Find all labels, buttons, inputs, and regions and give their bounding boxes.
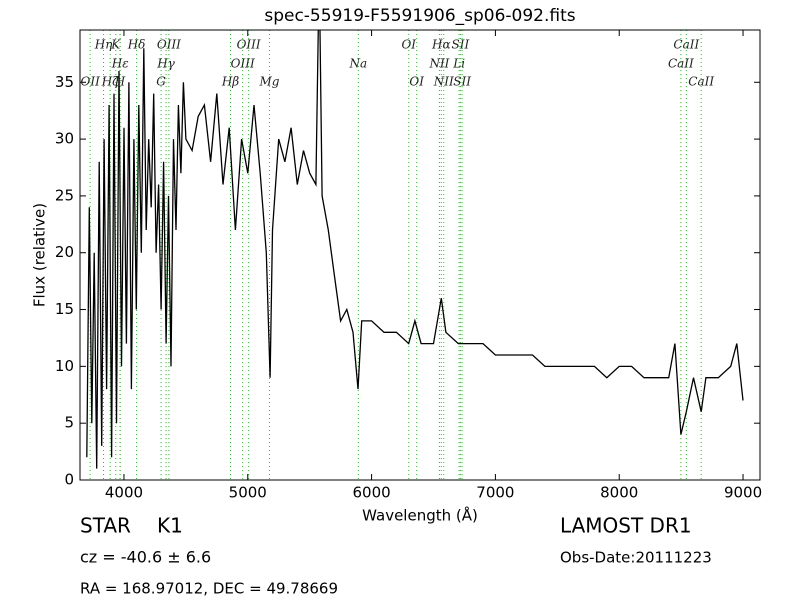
- spectral-line-label: K: [110, 38, 121, 52]
- spectral-line-label: OIII: [231, 57, 255, 71]
- spectral-line-label: Hζ: [101, 75, 120, 89]
- spectral-line-label: OI: [401, 38, 416, 52]
- x-tick-label: 4000: [105, 484, 143, 502]
- y-tick-label: 10: [55, 357, 74, 375]
- spectral-line-label: SII: [453, 75, 471, 89]
- spectrum-line: [86, 30, 744, 469]
- spectral-line-label: Hγ: [156, 57, 175, 71]
- spectral-line-label: NII: [428, 57, 449, 71]
- x-tick-label: 5000: [229, 484, 267, 502]
- spectral-line-label: Hη: [94, 38, 113, 52]
- spectral-line-label: Na: [349, 57, 368, 71]
- coordinates: RA = 168.97012, DEC = 49.78669: [80, 580, 338, 598]
- x-tick-label: 6000: [352, 484, 390, 502]
- x-tick-label: 7000: [476, 484, 514, 502]
- chart-title: spec-55919-F5591906_sp06-092.fits: [264, 6, 575, 26]
- spectral-line-label: SII: [452, 38, 470, 52]
- x-axis-label: Wavelength (Å): [362, 506, 478, 525]
- y-axis-label: Flux (relative): [31, 203, 49, 307]
- axes-frame: [79, 29, 761, 481]
- spectral-line-label: OIII: [237, 38, 261, 52]
- plot-area: [86, 30, 744, 480]
- spectral-line-label: OII: [80, 75, 100, 89]
- y-tick-label: 35: [55, 73, 74, 91]
- redshift: cz = -40.6 ± 6.6: [80, 548, 211, 567]
- spectral-line-label: CaII: [668, 57, 694, 71]
- y-tick-label: 30: [55, 130, 74, 148]
- spectral-line-label: Li: [452, 57, 465, 71]
- obs-date: Obs-Date:20111223: [560, 549, 712, 567]
- spectral-line-label: OI: [409, 75, 424, 89]
- y-tick-label: 20: [55, 243, 74, 261]
- y-tick-label: 25: [55, 186, 74, 204]
- spectral-line-label: CaII: [688, 75, 714, 89]
- spectral-line-label: H: [114, 75, 126, 89]
- y-tick-label: 15: [55, 300, 74, 318]
- spectral-line-label: CaII: [673, 38, 699, 52]
- spectral-line-label: G: [156, 75, 166, 89]
- x-tick-label: 8000: [600, 484, 638, 502]
- spectral-line-label: Hβ: [221, 75, 239, 89]
- y-tick-label: 0: [64, 471, 74, 489]
- spectral-line-label: NII: [433, 75, 454, 89]
- spectral-line-label: OIII: [157, 38, 181, 52]
- spectral-line-label: Mg: [258, 75, 279, 89]
- survey: LAMOST DR1: [560, 514, 692, 538]
- star-class: STAR: [80, 514, 131, 538]
- x-tick-label: 9000: [724, 484, 762, 502]
- spectral-line-label: Hε: [111, 57, 129, 71]
- spectral-line-label: Hδ: [127, 38, 146, 52]
- y-tick-label: 5: [64, 414, 74, 432]
- spectral-line-label: Hα: [431, 38, 451, 52]
- star-subclass: K1: [157, 514, 183, 538]
